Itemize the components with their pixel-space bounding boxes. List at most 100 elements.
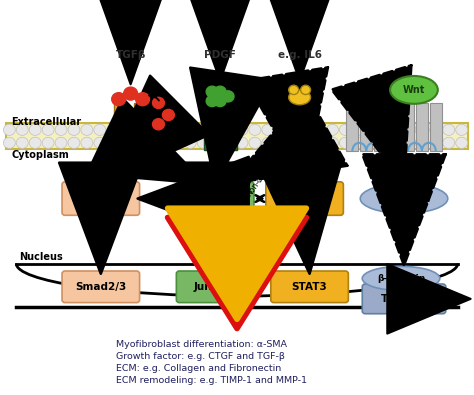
Circle shape — [133, 124, 145, 135]
Circle shape — [214, 96, 226, 107]
FancyBboxPatch shape — [271, 271, 348, 303]
Circle shape — [378, 137, 390, 149]
Text: Wnt: Wnt — [403, 85, 425, 95]
Circle shape — [146, 124, 157, 135]
Circle shape — [146, 137, 157, 149]
Circle shape — [339, 137, 351, 149]
Bar — [346, 103, 358, 151]
Circle shape — [313, 124, 326, 135]
Circle shape — [236, 137, 248, 149]
Text: Smad2/3: Smad2/3 — [75, 194, 127, 203]
Circle shape — [391, 137, 403, 149]
Circle shape — [206, 86, 218, 97]
Circle shape — [133, 137, 145, 149]
Circle shape — [16, 124, 28, 135]
Text: Myofibroblast differentiation: α-SMA: Myofibroblast differentiation: α-SMA — [116, 340, 287, 349]
Bar — [204, 104, 217, 150]
Circle shape — [29, 137, 41, 149]
Circle shape — [339, 124, 351, 135]
Circle shape — [153, 97, 164, 109]
Circle shape — [288, 137, 300, 149]
Circle shape — [301, 124, 312, 135]
Circle shape — [456, 124, 468, 135]
Circle shape — [29, 124, 41, 135]
Text: β-catenin: β-catenin — [378, 194, 430, 203]
Circle shape — [289, 85, 299, 94]
Circle shape — [249, 124, 261, 135]
Circle shape — [55, 124, 67, 135]
Circle shape — [172, 137, 183, 149]
Ellipse shape — [289, 90, 310, 105]
Circle shape — [430, 137, 442, 149]
FancyBboxPatch shape — [176, 271, 254, 303]
Text: Extracellular: Extracellular — [11, 117, 82, 128]
Circle shape — [81, 137, 93, 149]
Ellipse shape — [362, 266, 440, 290]
Circle shape — [327, 137, 338, 149]
Circle shape — [3, 137, 15, 149]
Bar — [360, 103, 372, 151]
Circle shape — [223, 137, 235, 149]
Circle shape — [430, 124, 442, 135]
Circle shape — [210, 137, 222, 149]
Bar — [114, 103, 127, 154]
Ellipse shape — [360, 184, 448, 213]
Circle shape — [197, 137, 209, 149]
Circle shape — [301, 85, 310, 94]
Circle shape — [404, 124, 416, 135]
Circle shape — [417, 124, 429, 135]
Circle shape — [55, 137, 67, 149]
Text: TGFβ: TGFβ — [116, 50, 146, 60]
Bar — [304, 105, 316, 153]
Text: β-catenin: β-catenin — [377, 274, 425, 283]
Circle shape — [184, 124, 196, 135]
Circle shape — [352, 137, 364, 149]
Circle shape — [124, 87, 137, 100]
Text: Non-canonical: Non-canonical — [245, 149, 283, 198]
Bar — [430, 103, 442, 151]
Bar — [374, 103, 386, 151]
Bar — [6, 123, 468, 149]
Text: ECM: e.g. Collagen and Fibronectin: ECM: e.g. Collagen and Fibronectin — [116, 364, 281, 373]
Circle shape — [262, 137, 274, 149]
Text: Jun/Fos: Jun/Fos — [194, 282, 237, 292]
Text: STAT3: STAT3 — [292, 282, 328, 292]
Circle shape — [214, 86, 226, 97]
Bar — [402, 103, 414, 151]
Text: Non-canonical: Non-canonical — [156, 149, 195, 198]
Circle shape — [365, 124, 377, 135]
Circle shape — [275, 137, 287, 149]
Bar — [134, 103, 147, 154]
Circle shape — [417, 137, 429, 149]
Circle shape — [153, 118, 164, 130]
Circle shape — [158, 137, 170, 149]
Circle shape — [112, 93, 126, 106]
Circle shape — [16, 137, 28, 149]
Circle shape — [3, 124, 15, 135]
Circle shape — [210, 124, 222, 135]
Circle shape — [94, 124, 106, 135]
Circle shape — [94, 137, 106, 149]
FancyBboxPatch shape — [176, 182, 254, 215]
Circle shape — [327, 124, 338, 135]
FancyBboxPatch shape — [266, 182, 343, 215]
Circle shape — [301, 137, 312, 149]
Text: JNK: JNK — [204, 194, 226, 203]
Circle shape — [120, 124, 132, 135]
Circle shape — [222, 91, 234, 102]
FancyBboxPatch shape — [362, 284, 446, 314]
Circle shape — [249, 137, 261, 149]
Circle shape — [184, 137, 196, 149]
Circle shape — [313, 137, 326, 149]
Text: e.g. IL6: e.g. IL6 — [278, 50, 322, 60]
Circle shape — [206, 96, 218, 107]
Circle shape — [391, 124, 403, 135]
Circle shape — [172, 124, 183, 135]
Circle shape — [275, 124, 287, 135]
Circle shape — [120, 137, 132, 149]
Text: TCF/LEF: TCF/LEF — [381, 294, 428, 304]
Text: Cytoplasm: Cytoplasm — [11, 150, 69, 160]
Bar — [388, 103, 400, 151]
Circle shape — [352, 124, 364, 135]
Circle shape — [197, 124, 209, 135]
